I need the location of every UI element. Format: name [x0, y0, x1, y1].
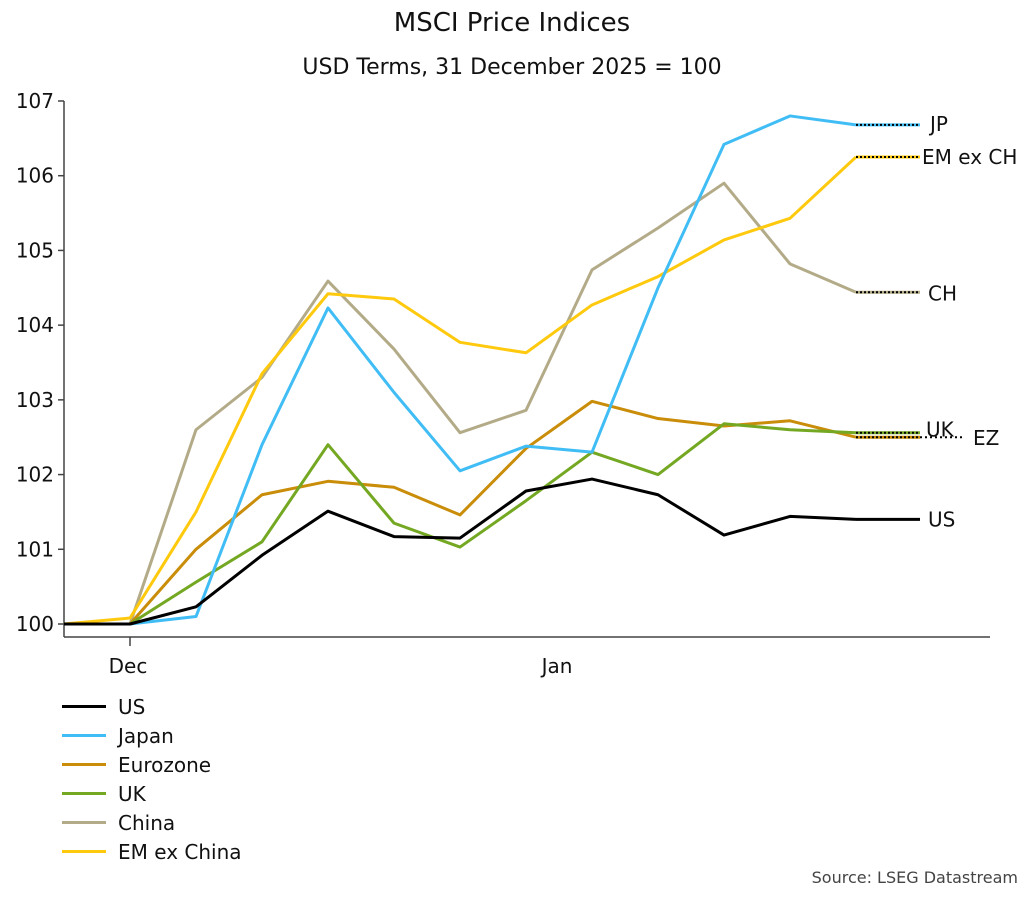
y-tick-label: 104 [16, 313, 54, 337]
y-tick-label: 100 [16, 612, 54, 636]
y-tick-label: 101 [16, 537, 54, 561]
end-label-japan: JP [928, 112, 948, 136]
legend-label: EM ex China [118, 839, 242, 864]
legend-label: China [118, 810, 176, 835]
legend-swatch [62, 705, 106, 708]
y-tick-label: 107 [16, 89, 54, 113]
series-line-us [64, 477, 857, 626]
series-line-japan [64, 114, 857, 626]
legend-item: US [62, 692, 242, 721]
series-line-uk [64, 422, 857, 626]
x-tick-label: Jan [540, 654, 573, 678]
legend-label: UK [118, 781, 146, 806]
legend-label: Japan [118, 723, 174, 748]
x-tick-label: Dec [109, 654, 148, 678]
legend-swatch [62, 763, 106, 766]
chart-title: MSCI Price Indices [393, 8, 631, 38]
legend-swatch [62, 792, 106, 795]
y-tick-label: 106 [16, 164, 54, 188]
end-label-eurozone: EZ [973, 426, 999, 450]
legend-swatch [62, 821, 106, 824]
legend-item: Japan [62, 721, 242, 750]
legend-item: China [62, 808, 242, 837]
y-tick-label: 102 [16, 463, 54, 487]
legend-swatch [62, 850, 106, 853]
end-label-china: CH [928, 281, 957, 305]
series-line-em-ex-china [63, 155, 858, 626]
legend-swatch [62, 734, 106, 737]
series-line-eurozone [64, 399, 857, 626]
series-line-china [64, 181, 857, 626]
end-label-us: US [928, 507, 955, 531]
y-tick-label: 105 [16, 238, 54, 262]
legend-label: Eurozone [118, 752, 212, 777]
legend-item: UK [62, 779, 242, 808]
legend-label: US [118, 694, 146, 719]
legend-item: EM ex China [62, 837, 242, 866]
source-note: Source: LSEG Datastream [811, 868, 1018, 887]
end-label-uk: UK [926, 418, 955, 442]
chart-subtitle: USD Terms, 31 December 2025 = 100 [302, 55, 722, 80]
legend-item: Eurozone [62, 750, 242, 779]
y-tick-label: 103 [16, 388, 54, 412]
legend: US Japan Eurozone UK China EM ex China [62, 692, 242, 866]
end-label-em-ex-china: EM ex CH [922, 145, 1017, 169]
